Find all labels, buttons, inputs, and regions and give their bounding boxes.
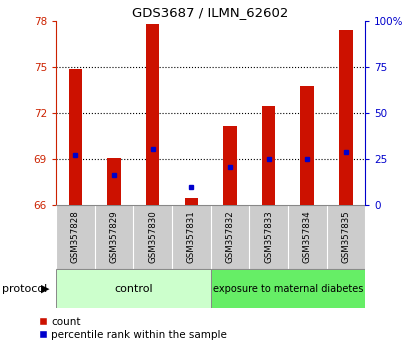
Text: GSM357831: GSM357831	[187, 210, 196, 263]
Bar	[262, 105, 275, 205]
Text: GSM357833: GSM357833	[264, 210, 273, 263]
Text: GSM357830: GSM357830	[148, 210, 157, 263]
Text: GSM357828: GSM357828	[71, 210, 80, 263]
Bar	[210, 269, 365, 308]
Bar	[146, 24, 159, 205]
Text: control: control	[114, 284, 153, 293]
Text: GSM357835: GSM357835	[342, 210, 350, 263]
Text: GSM357832: GSM357832	[225, 210, 234, 263]
Bar	[107, 158, 121, 205]
Text: GSM357829: GSM357829	[110, 210, 119, 263]
Legend: count, percentile rank within the sample: count, percentile rank within the sample	[39, 317, 227, 340]
Text: GSM357834: GSM357834	[303, 210, 312, 263]
Bar	[300, 86, 314, 205]
Title: GDS3687 / ILMN_62602: GDS3687 / ILMN_62602	[132, 6, 289, 19]
Text: exposure to maternal diabetes: exposure to maternal diabetes	[213, 284, 363, 293]
Bar	[339, 30, 353, 205]
Bar	[223, 126, 237, 205]
Text: ▶: ▶	[41, 284, 49, 293]
Bar	[185, 198, 198, 205]
Bar	[56, 269, 210, 308]
Text: protocol: protocol	[2, 284, 47, 293]
Bar	[68, 69, 82, 205]
